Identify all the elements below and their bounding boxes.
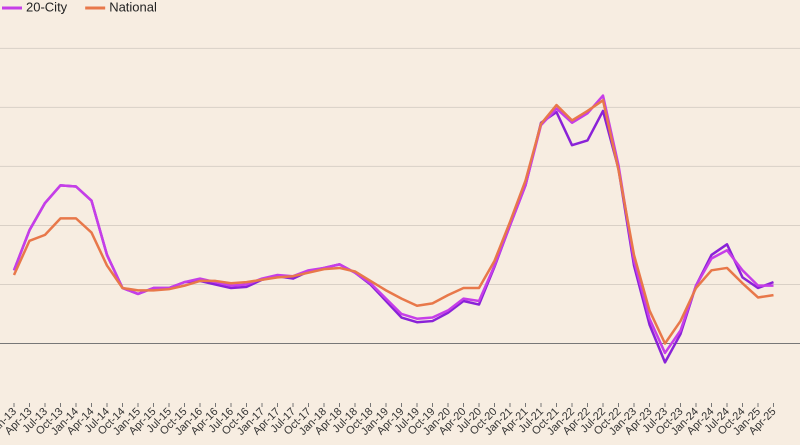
- series-line: [12, 109, 774, 364]
- legend-label: 20-City: [26, 0, 68, 14]
- series-line: [12, 94, 774, 355]
- series-line: [12, 99, 774, 345]
- legend-label: National: [109, 0, 157, 14]
